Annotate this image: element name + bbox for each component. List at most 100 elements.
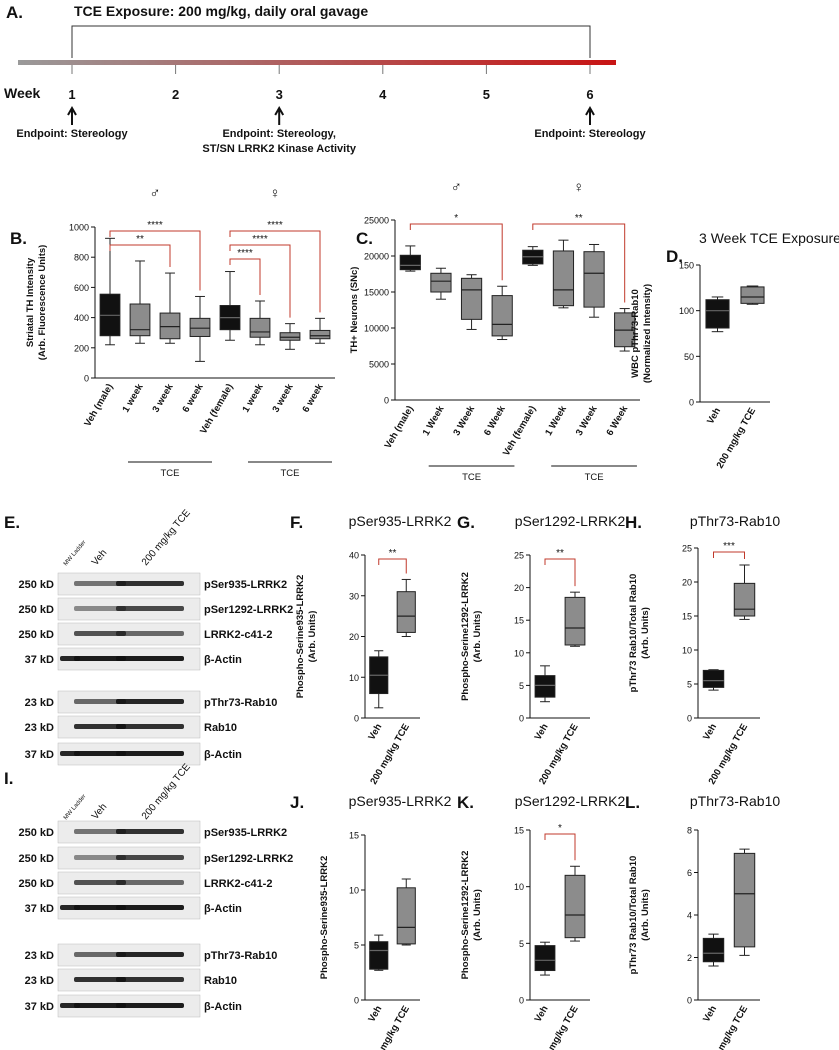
size-label: 250 kD bbox=[19, 629, 55, 641]
significance-label: **** bbox=[252, 234, 268, 245]
significance-label: ** bbox=[556, 548, 564, 559]
significance-bracket bbox=[409, 223, 503, 281]
protein-label: pSer935-LRRK2 bbox=[204, 579, 287, 591]
panel-label: I. bbox=[4, 769, 13, 788]
x-tick-label: 3 week bbox=[150, 381, 175, 414]
y-tick-label: 4 bbox=[687, 911, 692, 921]
panel-label: K. bbox=[457, 793, 474, 812]
protein-label: β-Actin bbox=[204, 749, 242, 761]
y-tick-label: 30 bbox=[349, 591, 359, 601]
y-tick-label: 0 bbox=[84, 374, 89, 384]
y-tick-label: 5 bbox=[519, 939, 524, 949]
y-tick-label: 5 bbox=[687, 680, 692, 690]
y-tick-label: 1000 bbox=[69, 223, 89, 233]
week-label: 3 bbox=[276, 87, 283, 102]
box bbox=[534, 675, 556, 698]
size-label: 250 kD bbox=[19, 878, 55, 890]
group-label: TCE bbox=[585, 472, 604, 483]
y-tick-label: 10000 bbox=[364, 324, 389, 334]
significance-bracket bbox=[229, 258, 261, 295]
blot-band bbox=[116, 855, 184, 860]
y-tick-label: 5 bbox=[519, 681, 524, 691]
box bbox=[249, 317, 271, 338]
significance-bracket bbox=[532, 223, 626, 303]
box bbox=[369, 941, 389, 970]
significance-bracket bbox=[378, 558, 407, 574]
y-tick-label: 10 bbox=[349, 886, 359, 896]
chart-title: pSer935-LRRK2 bbox=[349, 793, 452, 809]
blot-band bbox=[74, 855, 126, 860]
group-label: TCE bbox=[462, 472, 481, 483]
protein-label: Rab10 bbox=[204, 975, 237, 987]
panel-label: F. bbox=[290, 513, 303, 532]
panel-label: G. bbox=[457, 513, 475, 532]
blot-band bbox=[116, 880, 184, 885]
y-tick-label: 0 bbox=[354, 714, 359, 724]
timeline-bar bbox=[18, 60, 616, 65]
week-axis-label: Week bbox=[4, 85, 41, 101]
panel-label: H. bbox=[625, 513, 642, 532]
y-axis-label: Phospho-Serine1292-LRRK2 bbox=[460, 572, 471, 701]
y-tick-label: 25 bbox=[514, 551, 524, 561]
significance-bracket bbox=[544, 833, 576, 861]
exposure-bracket bbox=[71, 25, 591, 58]
y-axis-label: (Arb. Units) bbox=[640, 889, 651, 941]
protein-label: LRRK2-c41-2 bbox=[204, 878, 272, 890]
size-label: 23 kD bbox=[25, 697, 54, 709]
protein-label: β-Actin bbox=[204, 654, 242, 666]
x-tick-label: 200 mg/kg TCE bbox=[715, 406, 759, 470]
x-tick-label: 6 Week bbox=[604, 403, 630, 437]
blot-band bbox=[116, 581, 184, 586]
blot-band bbox=[74, 656, 126, 661]
box bbox=[396, 887, 416, 945]
blot-band bbox=[116, 829, 184, 834]
size-label: 23 kD bbox=[25, 975, 54, 987]
y-tick-label: 0 bbox=[689, 398, 694, 408]
y-tick-label: 8 bbox=[687, 826, 692, 836]
box bbox=[702, 669, 725, 688]
blot-band bbox=[116, 724, 184, 729]
x-tick-label: Veh bbox=[705, 406, 723, 426]
y-tick-label: 0 bbox=[687, 996, 692, 1006]
x-tick-label: 6 Week bbox=[482, 403, 508, 437]
box bbox=[491, 295, 513, 337]
group-label: TCE bbox=[281, 468, 300, 479]
panel-label: A. bbox=[6, 3, 23, 22]
box bbox=[564, 596, 586, 646]
x-tick-label: Veh bbox=[701, 1004, 719, 1024]
blot-band bbox=[74, 751, 126, 756]
blot-band bbox=[74, 952, 126, 957]
size-label: 37 kD bbox=[25, 654, 54, 666]
endpoint-label: Endpoint: Stereology, bbox=[222, 128, 335, 140]
size-label: 37 kD bbox=[25, 903, 54, 915]
y-tick-label: 200 bbox=[74, 343, 89, 353]
size-label: 250 kD bbox=[19, 604, 55, 616]
protein-label: pSer1292-LRRK2 bbox=[204, 604, 293, 616]
timeline-title: TCE Exposure: 200 mg/kg, daily oral gava… bbox=[74, 3, 368, 19]
chart-title: 3 Week TCE Exposure bbox=[699, 230, 839, 246]
y-axis-label: (Arb. Units) bbox=[472, 889, 483, 941]
x-tick-label: Veh (female) bbox=[501, 404, 539, 458]
y-tick-label: 5 bbox=[354, 941, 359, 951]
blot-band bbox=[74, 905, 126, 910]
y-tick-label: 10 bbox=[514, 882, 524, 892]
group-symbol: ♀ bbox=[573, 179, 584, 196]
x-tick-label: Veh bbox=[533, 1004, 551, 1024]
y-axis-label: Phospho-Serine935-LRRK2 bbox=[319, 856, 330, 980]
endpoint-label: Endpoint: Stereology bbox=[534, 128, 646, 140]
size-label: 250 kD bbox=[19, 853, 55, 865]
blot-band bbox=[116, 952, 184, 957]
box bbox=[702, 937, 725, 963]
panel-label: B. bbox=[10, 229, 27, 248]
blot-band bbox=[74, 606, 126, 611]
week-label: 1 bbox=[68, 87, 75, 102]
box bbox=[129, 303, 151, 337]
blot-band bbox=[74, 631, 126, 636]
endpoint-arrow bbox=[585, 105, 595, 125]
box bbox=[733, 582, 756, 617]
group-symbol: ♂ bbox=[149, 185, 160, 202]
y-tick-label: 6 bbox=[687, 868, 692, 878]
y-axis-label: Phospho-Serine1292-LRRK2 bbox=[460, 851, 471, 980]
endpoint-arrow bbox=[67, 105, 77, 125]
x-tick-label: 6 week bbox=[300, 381, 325, 414]
